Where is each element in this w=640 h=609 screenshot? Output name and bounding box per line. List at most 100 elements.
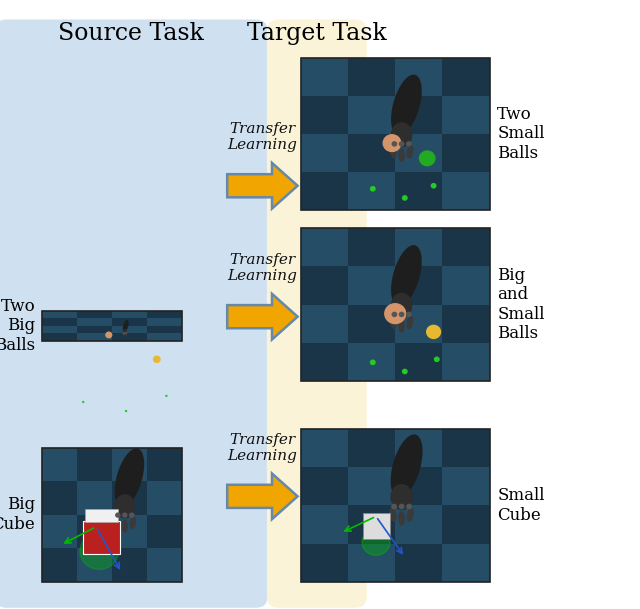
Bar xyxy=(442,172,490,210)
Circle shape xyxy=(116,513,120,517)
Circle shape xyxy=(154,356,160,362)
Text: Transfer
Learning: Transfer Learning xyxy=(227,432,298,463)
Bar xyxy=(442,96,490,134)
Bar xyxy=(112,326,147,334)
Circle shape xyxy=(392,142,397,146)
FancyArrow shape xyxy=(227,474,298,519)
Bar xyxy=(77,318,112,326)
Bar xyxy=(301,304,348,342)
Bar xyxy=(42,311,182,341)
Ellipse shape xyxy=(123,320,129,332)
Circle shape xyxy=(371,361,375,364)
Ellipse shape xyxy=(115,495,135,518)
Bar xyxy=(395,228,442,267)
Bar xyxy=(112,448,147,481)
Circle shape xyxy=(123,333,124,334)
Circle shape xyxy=(406,312,411,317)
Bar xyxy=(301,58,490,210)
Circle shape xyxy=(83,401,84,403)
Bar xyxy=(442,267,490,304)
Ellipse shape xyxy=(390,315,397,329)
Bar xyxy=(442,468,490,505)
Circle shape xyxy=(383,135,401,152)
Ellipse shape xyxy=(125,334,127,336)
Bar xyxy=(301,228,490,381)
FancyBboxPatch shape xyxy=(267,19,367,608)
Ellipse shape xyxy=(398,319,405,333)
Bar xyxy=(42,448,77,481)
Circle shape xyxy=(125,410,127,412)
Text: Transfer
Learning: Transfer Learning xyxy=(227,122,298,152)
Bar xyxy=(442,342,490,381)
Bar xyxy=(301,429,490,582)
Circle shape xyxy=(362,529,390,555)
Bar xyxy=(112,311,147,318)
Bar xyxy=(395,58,442,96)
Bar xyxy=(301,58,348,96)
Bar xyxy=(442,543,490,582)
Bar xyxy=(395,134,442,172)
Ellipse shape xyxy=(406,145,413,158)
Circle shape xyxy=(427,325,440,339)
Text: Source Task: Source Task xyxy=(58,22,204,45)
Text: Target Task: Target Task xyxy=(247,22,387,45)
Text: Big
and
Small
Balls: Big and Small Balls xyxy=(497,267,545,342)
Circle shape xyxy=(385,304,406,323)
Circle shape xyxy=(126,333,127,334)
Bar xyxy=(301,429,348,468)
Bar xyxy=(348,468,396,505)
Bar xyxy=(42,448,182,582)
Ellipse shape xyxy=(391,293,412,318)
Bar xyxy=(42,326,77,334)
Circle shape xyxy=(392,312,397,317)
Circle shape xyxy=(435,357,439,361)
Bar xyxy=(42,311,182,341)
Bar xyxy=(301,429,490,582)
FancyBboxPatch shape xyxy=(0,19,268,608)
Text: Two
Big
Balls: Two Big Balls xyxy=(0,298,35,354)
Circle shape xyxy=(130,513,134,517)
Circle shape xyxy=(403,369,407,373)
Bar xyxy=(395,304,442,342)
Circle shape xyxy=(399,504,404,509)
Text: Big
Cube: Big Cube xyxy=(0,496,35,533)
Bar xyxy=(147,334,182,341)
Ellipse shape xyxy=(129,516,136,529)
Circle shape xyxy=(371,186,375,191)
Bar xyxy=(348,96,396,134)
Circle shape xyxy=(407,504,412,509)
Ellipse shape xyxy=(398,512,405,526)
Circle shape xyxy=(431,183,436,188)
Text: Two
Small
Balls: Two Small Balls xyxy=(497,106,545,162)
Ellipse shape xyxy=(391,245,422,306)
Ellipse shape xyxy=(124,334,125,337)
Bar xyxy=(348,267,396,304)
Circle shape xyxy=(106,333,111,338)
Bar xyxy=(348,172,396,210)
Bar xyxy=(42,515,77,548)
Bar xyxy=(77,548,112,582)
Ellipse shape xyxy=(391,122,412,147)
Bar xyxy=(77,481,112,515)
Circle shape xyxy=(80,533,118,569)
Circle shape xyxy=(399,142,404,146)
FancyArrow shape xyxy=(227,163,298,209)
Bar xyxy=(147,481,182,515)
Circle shape xyxy=(406,142,411,146)
Circle shape xyxy=(420,151,435,166)
Ellipse shape xyxy=(122,519,128,533)
Bar xyxy=(301,58,490,210)
Ellipse shape xyxy=(398,149,405,162)
Bar xyxy=(348,543,396,582)
Ellipse shape xyxy=(389,508,397,522)
Text: Small
Cube: Small Cube xyxy=(497,487,545,524)
Ellipse shape xyxy=(123,329,127,334)
Ellipse shape xyxy=(115,448,144,507)
Bar xyxy=(85,509,118,522)
FancyArrow shape xyxy=(227,294,298,340)
Ellipse shape xyxy=(113,516,120,529)
Ellipse shape xyxy=(390,434,422,498)
Ellipse shape xyxy=(390,484,413,510)
Circle shape xyxy=(399,312,404,317)
Ellipse shape xyxy=(390,145,397,158)
